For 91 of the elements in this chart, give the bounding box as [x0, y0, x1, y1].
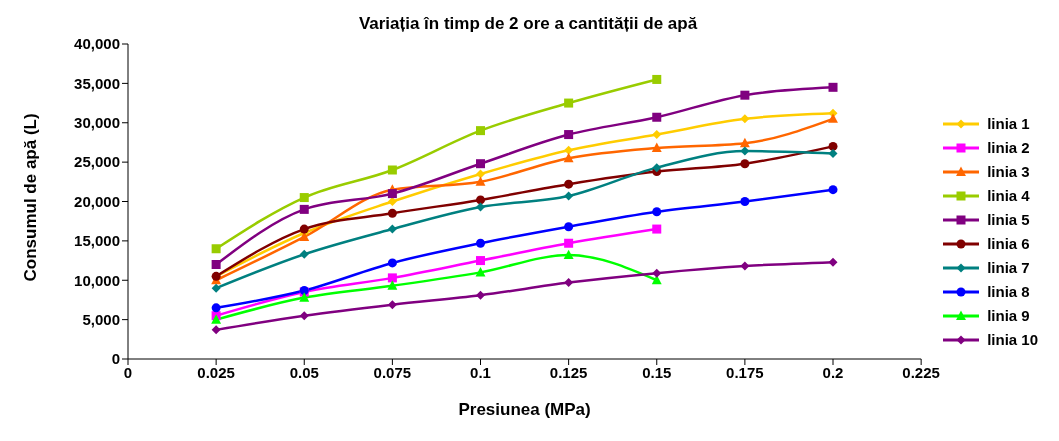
point: [740, 114, 750, 124]
y-tick-label: 40,000: [74, 35, 120, 53]
point: [652, 207, 662, 217]
point: [299, 193, 309, 203]
point: [299, 292, 310, 302]
point: [740, 197, 750, 206]
point: [564, 130, 574, 140]
legend-label: linia 1: [987, 115, 1030, 132]
point: [387, 208, 397, 218]
point: [387, 300, 397, 310]
x-tick-label: 0.05: [289, 363, 319, 381]
point: [564, 238, 574, 248]
point: [211, 283, 221, 293]
x-tick-label: 0.15: [642, 363, 672, 381]
y-axis-title: Consumul de apă (L): [21, 113, 41, 282]
x-axis-title: Presiunea (MPa): [458, 400, 591, 419]
point: [740, 159, 750, 169]
point: [211, 325, 221, 335]
point: [476, 169, 486, 179]
x-tick-label: 0.1: [470, 363, 491, 381]
point: [652, 163, 662, 173]
point: [476, 256, 486, 266]
point: [740, 261, 750, 271]
point: [652, 130, 662, 140]
point: [740, 146, 750, 156]
point: [476, 238, 486, 248]
point: [652, 74, 662, 84]
point: [387, 280, 398, 290]
y-tick-label: 30,000: [74, 114, 120, 132]
point: [564, 179, 574, 189]
x-tick-label: 0.175: [726, 363, 764, 381]
point: [563, 249, 574, 260]
point: [828, 148, 838, 158]
point: [828, 185, 838, 195]
x-tick-label: 0.025: [197, 363, 235, 381]
y-tick-label: 0: [111, 350, 120, 368]
point: [739, 137, 750, 148]
point: [387, 189, 397, 199]
point: [564, 278, 574, 288]
point: [652, 224, 662, 234]
x-tick-label: 0.075: [373, 363, 412, 381]
x-tick-label: 0.225: [902, 363, 940, 381]
legend-label: linia 7: [987, 259, 1030, 276]
point: [828, 257, 838, 267]
point: [564, 98, 574, 108]
y-tick-label: 5,000: [82, 310, 120, 328]
chart-title: Variația în timp de 2 ore a cantității de apă: [357, 13, 699, 34]
point: [476, 126, 486, 136]
point: [476, 195, 486, 205]
legend-label: linia 5: [987, 211, 1030, 228]
legend-label: linia 10: [987, 331, 1038, 348]
y-tick-label: 15,000: [74, 232, 120, 250]
y-tick-label: 35,000: [74, 74, 120, 92]
point: [211, 303, 221, 313]
y-tick-label: 25,000: [74, 153, 120, 171]
point: [651, 142, 662, 152]
legend-label: linia 4: [987, 187, 1030, 204]
point: [387, 273, 397, 283]
point: [563, 152, 574, 163]
legend-label: linia 3: [987, 163, 1030, 180]
point: [387, 197, 397, 206]
point: [476, 159, 486, 169]
point: [564, 145, 574, 155]
point: [475, 176, 486, 186]
y-tick-label: 20,000: [74, 192, 120, 210]
point: [387, 224, 397, 234]
point: [211, 260, 221, 269]
point: [211, 244, 221, 254]
point: [740, 90, 750, 100]
point: [564, 222, 574, 232]
point: [299, 249, 309, 259]
legend-label: linia 2: [987, 139, 1030, 156]
point: [652, 268, 662, 278]
legend-label: linia 9: [987, 307, 1030, 324]
legend-label: linia 6: [987, 235, 1030, 252]
legend-label: linia 8: [987, 283, 1030, 300]
point: [564, 191, 574, 201]
point: [652, 112, 662, 122]
point: [387, 258, 397, 268]
x-tick-label: 0: [123, 363, 133, 381]
point: [476, 202, 486, 212]
x-tick-label: 0.125: [549, 363, 588, 381]
point: [828, 82, 838, 92]
point: [299, 311, 309, 321]
point: [476, 290, 486, 300]
point: [299, 224, 309, 234]
point: [299, 204, 309, 214]
point: [387, 165, 397, 175]
y-tick-label: 10,000: [74, 271, 120, 289]
point: [828, 113, 838, 123]
x-tick-label: 0.2: [822, 363, 844, 381]
